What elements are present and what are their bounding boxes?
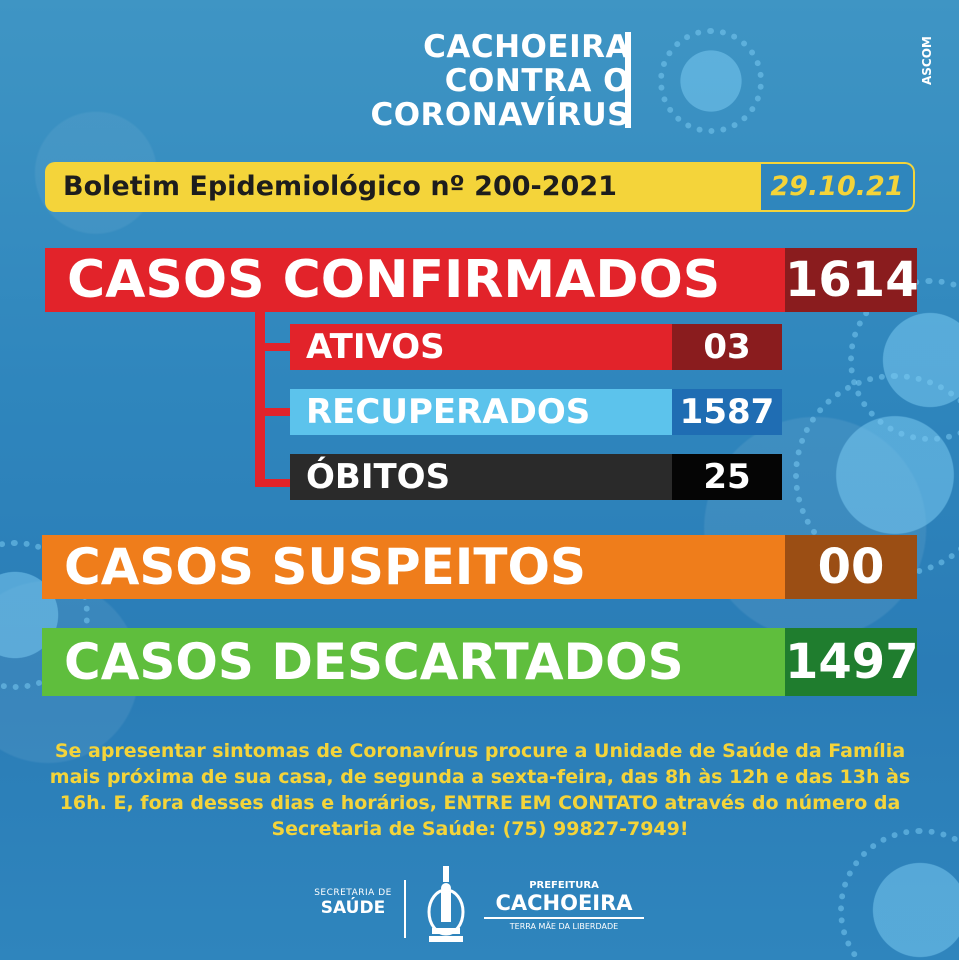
recovered-cases-value: 1587 bbox=[672, 389, 782, 435]
saude-label: SAÚDE bbox=[320, 898, 386, 918]
prefeitura-tagline: TERRA MÃE DA LIBERDADE bbox=[509, 922, 619, 931]
cachoeira-label: CACHOEIRA bbox=[484, 891, 644, 919]
title-divider bbox=[625, 32, 631, 128]
bulletin-banner: Boletim Epidemiológico nº 200-2021 29.10… bbox=[45, 162, 915, 212]
active-cases-row: ATIVOS 03 bbox=[290, 324, 782, 370]
deaths-label: ÓBITOS bbox=[290, 454, 672, 500]
prefeitura-logo: PREFEITURA CACHOEIRA TERRA MÃE DA LIBERD… bbox=[484, 880, 644, 931]
breakdown-connector-branch bbox=[255, 479, 295, 487]
breakdown-connector bbox=[255, 312, 265, 487]
secretaria-label: SECRETARIA DE bbox=[314, 888, 392, 898]
health-notice: Se apresentar sintomas de Coronavírus pr… bbox=[49, 740, 911, 840]
active-cases-label: ATIVOS bbox=[290, 324, 672, 370]
discarded-cases-row: CASOS DESCARTADOS 1497 bbox=[42, 628, 919, 696]
deaths-value: 25 bbox=[672, 454, 782, 500]
coronavirus-icon bbox=[657, 27, 765, 135]
cachoeira-emblem-icon bbox=[427, 866, 465, 942]
ascom-logo: ASCOM bbox=[920, 36, 934, 85]
campaign-title-line1: CACHOEIRA bbox=[423, 29, 630, 65]
secretaria-saude-logo: SECRETARIA DE SAÚDE bbox=[308, 888, 398, 918]
coronavirus-decoration-icon bbox=[793, 373, 959, 577]
active-cases-value: 03 bbox=[672, 324, 782, 370]
breakdown-connector-branch bbox=[255, 408, 295, 416]
recovered-cases-row: RECUPERADOS 1587 bbox=[290, 389, 782, 435]
discarded-cases-value: 1497 bbox=[785, 628, 919, 696]
campaign-title: CACHOEIRA CONTRA O CORONAVÍRUS bbox=[300, 30, 630, 132]
breakdown-connector-branch bbox=[255, 343, 295, 351]
campaign-title-line2: CONTRA O bbox=[444, 63, 630, 99]
campaign-title-line3: CORONAVÍRUS bbox=[370, 97, 630, 133]
recovered-cases-label: RECUPERADOS bbox=[290, 389, 672, 435]
footer-divider bbox=[404, 880, 406, 938]
bulletin-date: 29.10.21 bbox=[759, 162, 915, 212]
confirmed-cases-row: CASOS CONFIRMADOS 1614 bbox=[45, 248, 919, 312]
discarded-cases-label: CASOS DESCARTADOS bbox=[42, 628, 785, 696]
suspected-cases-row: CASOS SUSPEITOS 00 bbox=[42, 535, 917, 599]
coronavirus-decoration-icon bbox=[838, 828, 959, 960]
deaths-row: ÓBITOS 25 bbox=[290, 454, 782, 500]
suspected-cases-value: 00 bbox=[785, 535, 917, 599]
suspected-cases-label: CASOS SUSPEITOS bbox=[42, 535, 785, 599]
bulletin-title: Boletim Epidemiológico nº 200-2021 bbox=[45, 162, 759, 212]
confirmed-cases-value: 1614 bbox=[785, 248, 919, 312]
confirmed-cases-label: CASOS CONFIRMADOS bbox=[45, 248, 785, 312]
prefeitura-label: PREFEITURA bbox=[529, 880, 599, 891]
